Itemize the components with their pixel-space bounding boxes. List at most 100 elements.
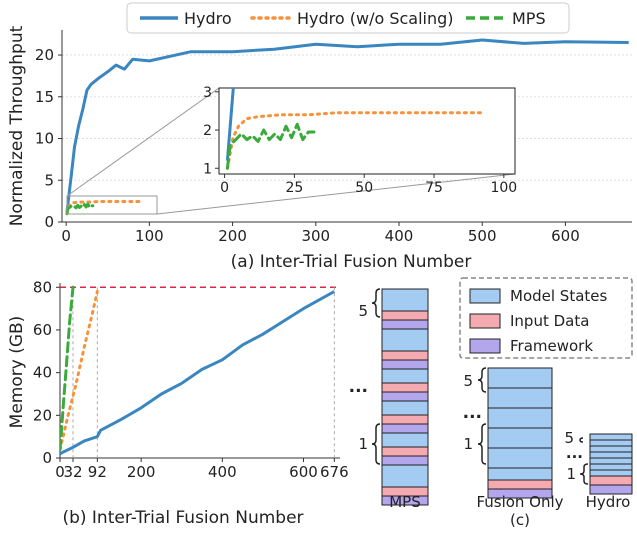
panel-a-ytick-label: 0	[44, 213, 54, 231]
stack-mps	[381, 288, 429, 506]
stack-segment	[381, 423, 429, 434]
panel-c: Model States Input Data Framework 5 ... …	[349, 277, 633, 529]
swatch-model-states	[469, 288, 501, 304]
legend-label-hydro: Hydro	[184, 9, 232, 28]
panel-b-xtick-label: 200	[127, 463, 156, 481]
stack-segment	[381, 350, 429, 361]
panel-a-xtick-label: 0	[61, 227, 71, 245]
zoom-connector-lower	[156, 173, 516, 215]
stack-segment	[381, 432, 429, 448]
zoom-connector-upper	[66, 87, 220, 197]
panel-b-ytick-label: 80	[33, 278, 52, 296]
stack-hydro	[589, 433, 633, 495]
stack-segment	[487, 479, 553, 490]
stack-segment	[487, 488, 553, 499]
brace-mps-5	[371, 288, 381, 318]
panel-a-series	[65, 38, 629, 216]
stack-segment	[381, 446, 429, 457]
stack-segment	[381, 464, 429, 488]
stack-label-hydro: Hydro	[586, 493, 631, 511]
panel-b-ytick-label: 40	[33, 364, 52, 382]
stack-segment	[589, 451, 633, 459]
panel-b-ytick-label: 60	[33, 321, 52, 339]
panel-b-line-hydro-w-o-scaling	[60, 290, 99, 451]
panel-a-line-hydro	[65, 38, 629, 213]
mark-mps-5: 5	[358, 302, 368, 320]
stack-segment	[381, 495, 429, 506]
panel-b-xtick-label: 600	[289, 463, 318, 481]
inset-line-hydro-w-o-scaling	[225, 111, 483, 170]
stack-segment	[487, 447, 553, 469]
stack-fusion-only	[487, 367, 553, 499]
panel-b-xtick-label: 32	[63, 463, 82, 481]
panel-b-guides	[60, 286, 340, 458]
inset-ticks: 0 25 50 75 100 1 2 3	[203, 85, 517, 196]
stack-segment	[589, 469, 633, 477]
panel-c-caption: (c)	[510, 511, 530, 529]
stack-segment	[381, 328, 429, 352]
panel-a-inset: 0 25 50 75 100 1 2 3	[203, 85, 517, 196]
stack-segment	[589, 484, 633, 495]
mark-hydro-1: 1	[566, 465, 576, 483]
top-legend-frame	[126, 2, 570, 34]
panel-a-line-hydro-w-o-scaling	[65, 200, 145, 216]
panel-b-xtick-label: 0	[55, 463, 65, 481]
panel-a-line-mps	[65, 202, 95, 216]
inset-xtick-label: 75	[425, 180, 443, 196]
arrow-hydro-5	[579, 437, 584, 443]
mark-mps-dots: ...	[349, 377, 368, 397]
brace-hydro-1	[579, 463, 589, 485]
inset-ytick-label: 3	[203, 85, 212, 101]
stack-segment	[589, 433, 633, 441]
stack-segment	[589, 439, 633, 447]
stack-segment	[381, 310, 429, 321]
panel-a-xtick-label: 500	[468, 227, 497, 245]
stack-segment	[381, 359, 429, 370]
stack-segment	[381, 382, 429, 393]
panel-b-xtick-label: 400	[208, 463, 237, 481]
stack-segment	[381, 455, 429, 466]
panel-b-xtick-label: 92	[88, 463, 107, 481]
brace-fusion-1	[477, 423, 487, 465]
inset-xtick-label: 0	[220, 180, 229, 196]
inset-ytick-label: 1	[203, 161, 212, 177]
mark-hydro-dots: ...	[566, 444, 583, 462]
panel-b-line-hydro	[60, 290, 336, 456]
inset-xtick-label: 100	[490, 180, 517, 196]
panel-b-line-mps	[60, 285, 75, 451]
inset-xtick-label: 50	[355, 180, 373, 196]
stack-segment	[589, 463, 633, 471]
brace-mps-1	[371, 423, 381, 465]
panel-a-xtick-label: 400	[385, 227, 414, 245]
mark-mps-1: 1	[358, 435, 368, 453]
panel-a-zoom-box	[66, 195, 158, 215]
panel-b: 0 20 40 60 80 0 200 400 600 32 92 676 Memory (GB) (…	[7, 278, 349, 528]
stack-segment	[381, 368, 429, 384]
stack-segment	[381, 288, 429, 312]
stack-segment	[381, 319, 429, 330]
panel-a-xtick-label: 600	[551, 227, 580, 245]
swatch-input-data	[469, 313, 501, 329]
stack-segment	[589, 445, 633, 453]
stack-segment	[589, 457, 633, 465]
panel-a-ytick-label: 20	[35, 46, 54, 64]
panel-b-ytick-label: 20	[33, 406, 52, 424]
panel-c-legend-frame	[459, 277, 633, 359]
top-legend: Hydro Hydro (w/o Scaling) MPS	[126, 2, 570, 34]
panel-b-ticks: 0 20 40 60 80 0 200 400 600 32 92 676	[33, 278, 349, 481]
stack-segment	[381, 414, 429, 425]
inset-xtick-label: 25	[285, 180, 303, 196]
panel-b-xtick-label: 676	[320, 463, 349, 481]
panel-a-ytick-label: 15	[35, 88, 54, 106]
label-model-states: Model States	[510, 287, 608, 305]
mark-fusion-dots: ...	[463, 403, 482, 423]
panel-b-caption: (b) Inter-Trial Fusion Number	[62, 508, 303, 528]
stack-segment	[381, 400, 429, 416]
brace-fusion-5	[477, 367, 487, 393]
stack-segment	[487, 427, 553, 449]
panel-b-series	[60, 285, 336, 456]
stack-segment	[381, 391, 429, 402]
stack-segment	[487, 367, 553, 389]
